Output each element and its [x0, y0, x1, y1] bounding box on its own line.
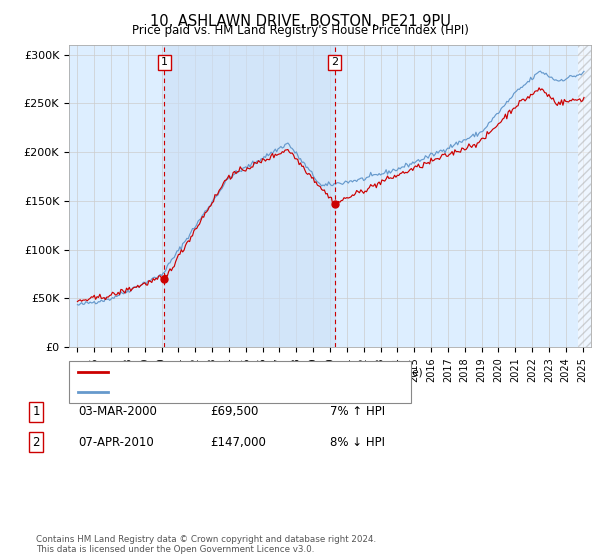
Text: 07-APR-2010: 07-APR-2010 — [78, 436, 154, 449]
Text: HPI: Average price, detached house, Boston: HPI: Average price, detached house, Bost… — [114, 387, 343, 397]
Text: Price paid vs. HM Land Registry's House Price Index (HPI): Price paid vs. HM Land Registry's House … — [131, 24, 469, 36]
Text: 1: 1 — [161, 57, 168, 67]
Text: 03-MAR-2000: 03-MAR-2000 — [78, 405, 157, 418]
Bar — [578, 45, 591, 347]
Bar — [164, 45, 335, 347]
Text: 10, ASHLAWN DRIVE, BOSTON, PE21 9PU: 10, ASHLAWN DRIVE, BOSTON, PE21 9PU — [149, 14, 451, 29]
Text: 1: 1 — [32, 405, 40, 418]
Text: 2: 2 — [331, 57, 338, 67]
Text: 7% ↑ HPI: 7% ↑ HPI — [330, 405, 385, 418]
Text: 2: 2 — [32, 436, 40, 449]
Text: £147,000: £147,000 — [210, 436, 266, 449]
Text: Contains HM Land Registry data © Crown copyright and database right 2024.
This d: Contains HM Land Registry data © Crown c… — [36, 535, 376, 554]
Text: 8% ↓ HPI: 8% ↓ HPI — [330, 436, 385, 449]
Text: £69,500: £69,500 — [210, 405, 259, 418]
Text: 10, ASHLAWN DRIVE, BOSTON, PE21 9PU (detached house): 10, ASHLAWN DRIVE, BOSTON, PE21 9PU (det… — [114, 367, 422, 377]
Bar — [578, 45, 591, 347]
